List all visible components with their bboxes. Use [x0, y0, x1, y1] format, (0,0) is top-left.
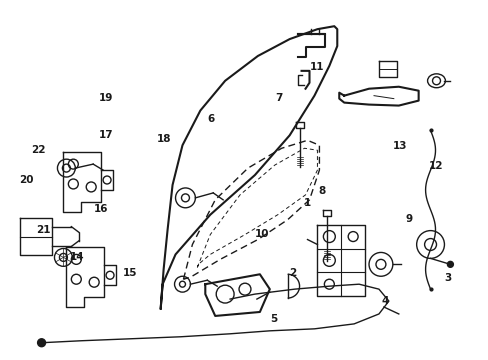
Text: 3: 3 — [444, 273, 451, 283]
Text: 8: 8 — [318, 186, 325, 196]
Circle shape — [38, 339, 45, 347]
Text: 7: 7 — [274, 93, 282, 103]
Text: 13: 13 — [392, 141, 406, 151]
Text: 1: 1 — [304, 198, 310, 208]
Text: 21: 21 — [36, 225, 50, 235]
Text: 15: 15 — [123, 268, 138, 278]
Text: 17: 17 — [99, 130, 113, 140]
Circle shape — [447, 261, 452, 267]
Text: 2: 2 — [289, 268, 296, 278]
Text: 22: 22 — [31, 145, 45, 155]
Text: 19: 19 — [99, 93, 113, 103]
Text: 10: 10 — [255, 229, 269, 239]
Text: 16: 16 — [94, 203, 108, 213]
Text: 14: 14 — [70, 252, 84, 262]
Text: 20: 20 — [19, 175, 33, 185]
Text: 12: 12 — [428, 161, 443, 171]
Text: 6: 6 — [206, 114, 214, 124]
Text: 4: 4 — [381, 296, 388, 306]
Text: 11: 11 — [309, 63, 324, 72]
Text: 9: 9 — [405, 214, 412, 224]
Text: 18: 18 — [157, 134, 171, 144]
Text: 5: 5 — [269, 314, 277, 324]
